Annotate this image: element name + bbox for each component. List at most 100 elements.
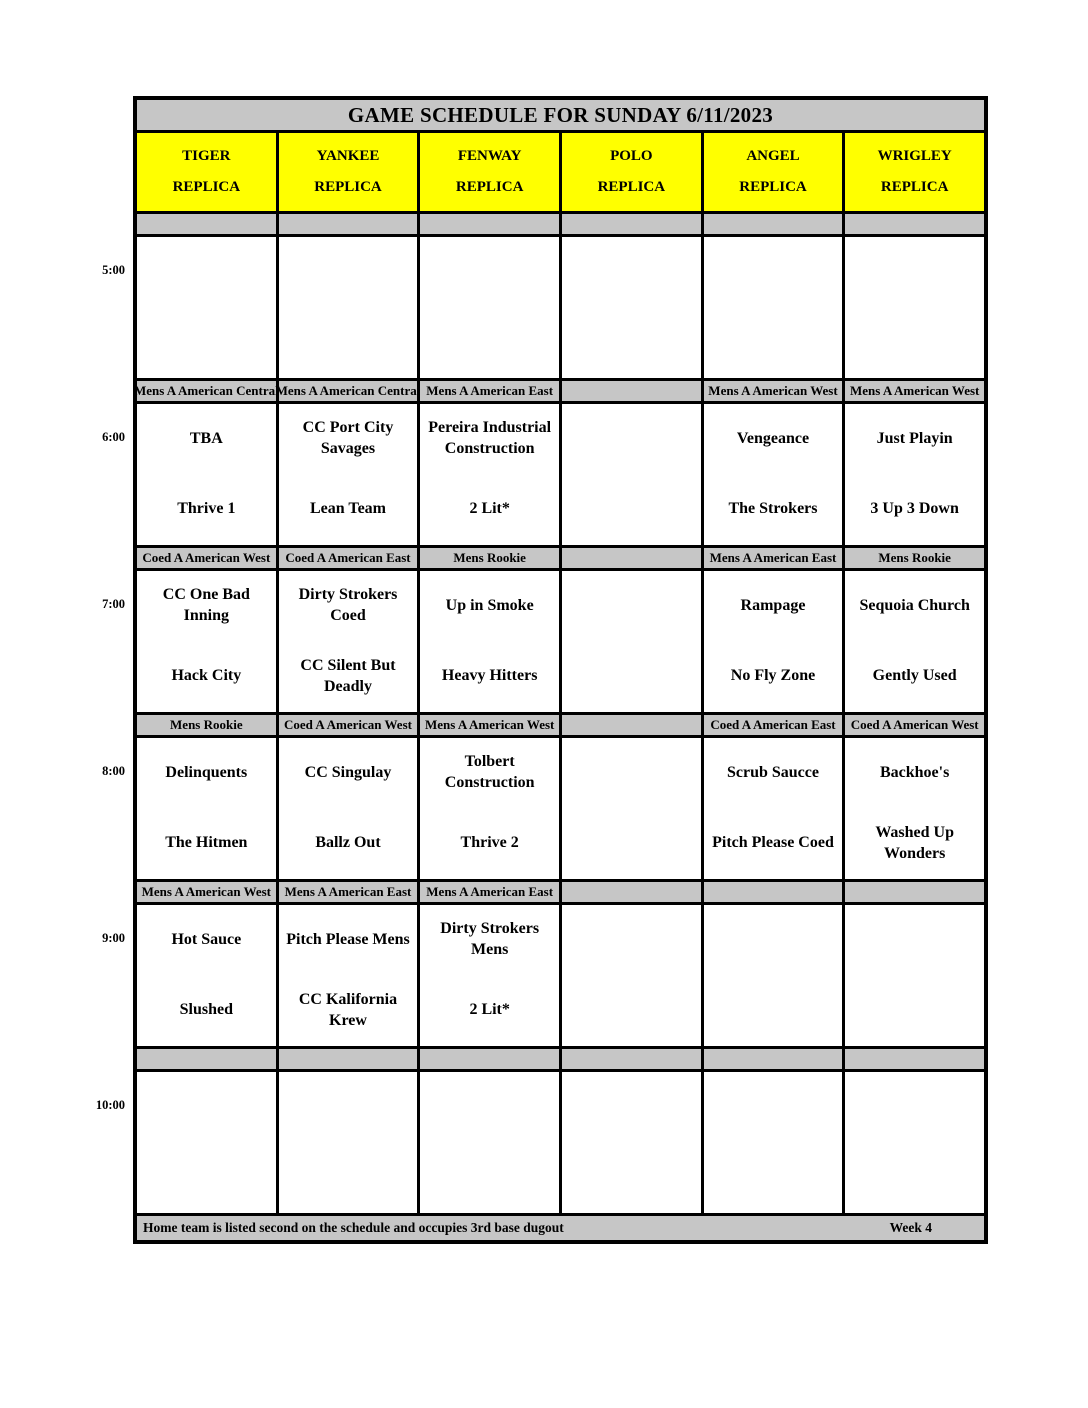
team-home: Ballz Out <box>315 834 381 852</box>
field-sub: REPLICA <box>172 179 241 196</box>
team-home: Lean Team <box>309 500 386 518</box>
game-cell <box>703 237 843 378</box>
game-cell <box>703 905 843 1046</box>
team-away <box>562 738 701 809</box>
field-header-fenway: FENWAY REPLICA <box>420 133 559 211</box>
team-away: Tolbert Construction <box>444 753 535 792</box>
field-header-polo: POLO REPLICA <box>562 133 701 211</box>
team-away: Hot Sauce <box>171 930 242 948</box>
game-cell <box>562 571 701 712</box>
team-home: Heavy Hitters <box>441 667 538 685</box>
team-away <box>704 1072 843 1143</box>
division-label: Mens Rookie <box>845 548 984 568</box>
division-label: Coed A American West <box>137 548 276 568</box>
team-home <box>137 308 276 379</box>
division-label <box>562 1049 701 1069</box>
team-away: Up in Smoke <box>445 596 534 614</box>
team-away <box>704 905 843 976</box>
team-away <box>562 404 701 475</box>
game-cell <box>562 738 701 879</box>
game-cell: Up in Smoke Heavy Hitters <box>420 571 559 712</box>
team-home: CC Silent But Deadly <box>300 656 396 695</box>
team-away <box>845 905 984 976</box>
division-label: Coed A American West <box>845 715 984 735</box>
game-cell: CC Singulay Ballz Out <box>278 738 418 879</box>
game-cell: Pitch Please Mens CC Kalifornia Krew <box>278 905 418 1046</box>
division-label <box>562 882 701 902</box>
team-home: Thrive 1 <box>177 500 236 518</box>
team-away: Backhoe's <box>879 763 950 781</box>
division-label: Mens A American East <box>420 882 559 902</box>
team-away <box>562 571 701 642</box>
week-label: Week 4 <box>889 1220 932 1235</box>
team-home: 3 Up 3 Down <box>870 500 959 518</box>
game-cell: Delinquents The Hitmen <box>137 738 276 879</box>
game-cell: CC Port City Savages Lean Team <box>278 404 418 545</box>
team-home: Slushed <box>179 1001 234 1019</box>
field-name: POLO <box>610 147 653 164</box>
team-home <box>562 976 701 1047</box>
division-label <box>278 214 418 234</box>
team-home <box>845 1143 984 1214</box>
division-label: Coed A American East <box>703 715 843 735</box>
division-label <box>562 214 701 234</box>
team-home <box>562 809 701 880</box>
division-label: Mens A American West <box>420 715 559 735</box>
team-home: 2 Lit* <box>469 1001 510 1019</box>
game-cell <box>845 1072 984 1213</box>
time-label-6: 6:00 <box>102 430 125 444</box>
division-label <box>703 214 843 234</box>
team-home: Thrive 2 <box>460 834 519 852</box>
game-cell: Pereira Industrial Construction 2 Lit* <box>420 404 559 545</box>
field-sub: REPLICA <box>314 179 382 196</box>
team-away: Vengeance <box>736 429 810 447</box>
team-away: Pitch Please Mens <box>286 930 410 948</box>
game-cell <box>703 1072 843 1214</box>
team-away: Dirty Strokers Mens <box>440 920 540 959</box>
field-name: ANGEL <box>746 147 800 164</box>
team-home: No Fly Zone <box>730 667 816 685</box>
team-home <box>704 1143 843 1214</box>
team-away <box>845 1072 984 1143</box>
division-label: Mens A American West <box>845 381 984 401</box>
game-cell: Backhoe's Washed Up Wonders <box>845 738 984 879</box>
team-away: Just Playin <box>876 429 953 447</box>
team-home: Washed Up Wonders <box>875 823 955 862</box>
field-name: WRIGLEY <box>877 147 952 164</box>
division-label <box>562 548 701 568</box>
team-away: Scrub Saucce <box>726 763 819 781</box>
team-home <box>562 642 701 713</box>
division-label <box>420 214 559 234</box>
game-cell <box>845 905 984 1046</box>
game-cell <box>137 1072 276 1213</box>
field-sub: REPLICA <box>739 179 807 196</box>
field-sub: REPLICA <box>455 179 524 196</box>
team-home <box>562 308 701 379</box>
field-header-yankee: YANKEE REPLICA <box>278 133 418 211</box>
team-home: The Hitmen <box>165 834 248 852</box>
team-away: CC One Bad Inning <box>162 586 250 625</box>
team-away <box>562 905 701 976</box>
team-home: The Strokers <box>728 500 818 518</box>
team-home <box>279 308 418 379</box>
division-label: Mens Rookie <box>137 715 276 735</box>
game-cell <box>278 1072 418 1213</box>
team-away: Sequoia Church <box>859 596 970 614</box>
field-name: YANKEE <box>316 147 380 164</box>
time-label-5: 5:00 <box>102 263 125 277</box>
game-cell <box>278 237 418 379</box>
division-label <box>278 1049 418 1069</box>
home-team-note: Home team is listed second on the schedu… <box>143 1220 564 1235</box>
game-cell <box>420 237 559 378</box>
game-cell: TBA Thrive 1 <box>137 404 276 545</box>
team-home: Pitch Please Coed <box>712 834 834 852</box>
division-label: Mens A American Central <box>137 381 276 401</box>
division-label <box>845 1049 984 1069</box>
field-header-wrigley: WRIGLEY REPLICA <box>845 133 984 211</box>
team-away <box>420 237 559 308</box>
team-away <box>845 237 984 308</box>
game-cell: Tolbert Construction Thrive 2 <box>420 738 559 879</box>
field-header-tiger: TIGER REPLICA <box>137 133 276 211</box>
field-header-angel: ANGEL REPLICA <box>703 133 843 211</box>
